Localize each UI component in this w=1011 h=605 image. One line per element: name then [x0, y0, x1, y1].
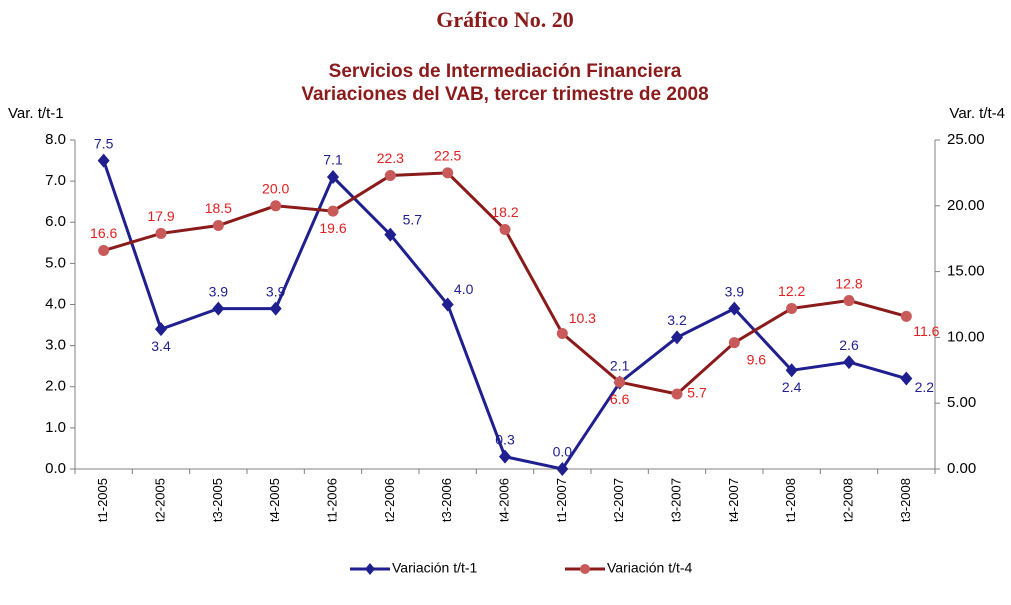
y2-tick-label: 20.00 — [947, 197, 985, 214]
marker — [499, 449, 511, 464]
x-tick-label: t3-2007 — [668, 478, 683, 522]
y2-tick-label: 25.00 — [947, 131, 985, 148]
data-label: 7.1 — [323, 152, 343, 168]
data-label: 19.6 — [319, 220, 346, 236]
data-label: 3.9 — [266, 283, 286, 299]
y-tick-label: 1.0 — [45, 419, 66, 436]
data-label: 7.5 — [94, 135, 114, 151]
y2-tick-label: 15.00 — [947, 263, 985, 280]
data-label: 10.3 — [569, 310, 596, 326]
marker — [900, 310, 912, 322]
marker — [97, 153, 110, 168]
y-tick-label: 6.0 — [45, 213, 66, 230]
marker — [900, 371, 913, 386]
data-label: 5.7 — [403, 211, 423, 227]
y-axis-label: Var. t/t-1 — [8, 105, 64, 122]
data-label: 12.2 — [778, 283, 805, 299]
marker — [614, 376, 626, 388]
marker — [786, 302, 798, 314]
data-label: 16.6 — [90, 225, 117, 241]
y-tick-label: 3.0 — [45, 337, 66, 354]
marker — [212, 220, 224, 232]
legend-label: Variación t/t-4 — [607, 560, 693, 576]
marker — [499, 223, 511, 235]
y2-tick-label: 0.00 — [947, 460, 976, 477]
marker — [785, 363, 798, 378]
x-tick-label: t4-2005 — [267, 478, 282, 522]
x-tick-label: t1-2008 — [783, 478, 798, 522]
data-label: 3.9 — [209, 283, 229, 299]
y2-tick-label: 10.00 — [947, 328, 985, 345]
x-tick-label: t2-2007 — [611, 478, 626, 522]
data-label: 4.0 — [454, 281, 474, 297]
marker — [155, 322, 167, 337]
x-tick-label: t2-2005 — [152, 478, 167, 522]
data-label: 3.9 — [725, 283, 745, 299]
x-tick-label: t1-2005 — [95, 478, 110, 522]
marker — [384, 170, 396, 182]
y-tick-label: 5.0 — [45, 254, 66, 271]
marker — [728, 301, 741, 316]
data-label: 11.6 — [913, 323, 939, 339]
y-tick-label: 7.0 — [45, 172, 66, 189]
marker — [384, 227, 397, 242]
data-label: 2.1 — [610, 357, 630, 373]
marker — [556, 462, 569, 476]
y-tick-label: 2.0 — [45, 378, 66, 395]
data-label: 17.9 — [147, 208, 174, 224]
x-tick-label: t3-2005 — [210, 478, 225, 522]
data-label: 18.2 — [491, 204, 518, 220]
y-tick-label: 4.0 — [45, 295, 66, 312]
x-tick-label: t1-2006 — [324, 478, 339, 522]
marker — [270, 200, 282, 212]
marker — [843, 295, 855, 307]
marker — [728, 337, 740, 349]
data-label: 12.8 — [835, 275, 862, 291]
x-tick-label: t2-2008 — [840, 478, 855, 522]
marker — [441, 297, 454, 312]
marker — [327, 170, 339, 185]
data-label: 2.4 — [782, 379, 802, 395]
data-label: 22.5 — [434, 148, 461, 164]
marker — [155, 227, 167, 239]
data-label: 2.2 — [915, 379, 935, 395]
x-tick-label: t3-2006 — [439, 478, 454, 522]
marker — [671, 330, 683, 345]
legend-marker — [365, 563, 375, 575]
y-tick-label: 0.0 — [45, 460, 66, 477]
marker — [843, 355, 855, 370]
data-label: 0.3 — [495, 431, 515, 447]
x-tick-label: t4-2007 — [726, 478, 741, 522]
data-label: 6.6 — [610, 391, 630, 407]
marker — [671, 388, 683, 400]
marker — [212, 301, 225, 316]
data-label: 5.7 — [687, 385, 707, 401]
x-tick-label: t1-2007 — [554, 478, 569, 522]
x-tick-label: t3-2008 — [898, 478, 913, 522]
data-label: 2.6 — [839, 337, 859, 353]
chart-title: Variaciones del VAB, tercer trimestre de… — [301, 84, 708, 105]
x-tick-label: t2-2006 — [382, 478, 397, 522]
data-label: 3.4 — [151, 338, 171, 354]
data-label: 0.0 — [553, 444, 573, 460]
marker — [269, 301, 282, 316]
marker — [442, 167, 454, 179]
legend-marker — [580, 564, 590, 574]
data-label: 3.2 — [667, 312, 687, 328]
data-label: 9.6 — [747, 351, 767, 367]
y-tick-label: 8.0 — [45, 131, 66, 148]
x-tick-label: t4-2006 — [496, 478, 511, 522]
y2-tick-label: 5.00 — [947, 394, 976, 411]
marker — [556, 327, 568, 339]
heading: Gráfico No. 20 — [436, 7, 573, 32]
data-label: 20.0 — [262, 181, 289, 197]
marker — [327, 205, 339, 217]
marker — [98, 245, 110, 257]
y2-axis-label: Var. t/t-4 — [949, 105, 1005, 122]
data-label: 18.5 — [205, 200, 232, 216]
chart-title: Servicios de Intermediación Financiera — [329, 61, 682, 82]
legend-label: Variación t/t-1 — [392, 560, 478, 576]
data-label: 22.3 — [377, 150, 404, 166]
